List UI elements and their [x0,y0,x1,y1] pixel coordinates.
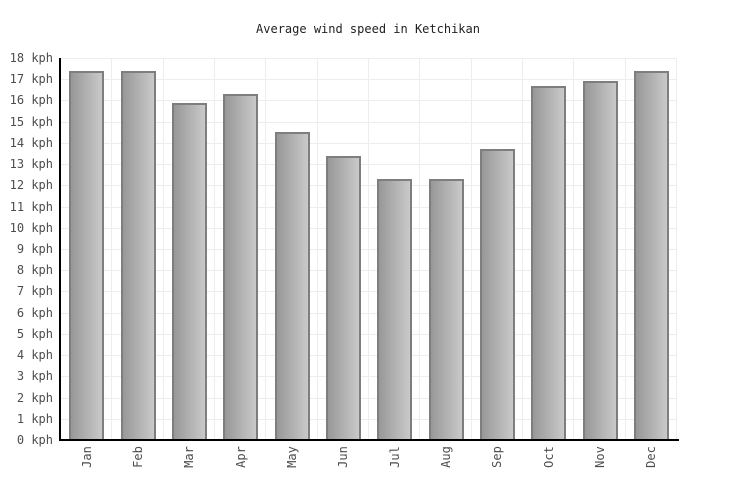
h-gridline [61,206,677,208]
x-tick-label-text: Jun [336,446,351,468]
v-gridline [624,58,626,440]
y-tick-label: 0 kph [16,433,53,447]
x-tick-label-text: Nov [593,446,607,468]
v-gridline [522,58,523,440]
x-tick-label-text: Dec [644,446,659,468]
v-gridline [470,58,472,440]
bar [274,132,310,440]
x-tick-label-text: Oct [541,446,556,468]
y-tick-label: 12 kph [9,178,53,193]
v-gridline [214,58,215,440]
bar [69,70,105,440]
bar [428,178,464,440]
y-tick-label: 9 kph [16,242,53,256]
h-gridline [61,227,677,229]
bar [531,85,567,440]
y-tick-label: 16 kph [9,93,53,108]
h-gridline [61,376,677,378]
y-tick-label: 7 kph [16,284,53,299]
x-tick-label-text: Apr [233,446,248,468]
bar [479,149,515,440]
h-gridline [61,312,677,314]
x-tick-label-text: May [285,446,299,468]
y-tick-label: 18 kph [9,51,53,65]
h-gridline [61,164,677,166]
chart-title: Average wind speed in Ketchikan [256,22,480,36]
v-gridline [676,58,677,440]
y-tick-label: 6 kph [16,305,53,320]
y-tick-label: 13 kph [9,157,53,172]
h-gridline [61,121,677,123]
x-tick-label-text: Jan [79,446,94,468]
x-axis-line [59,439,679,441]
x-tick-label: Dec [621,444,681,470]
h-gridline [61,291,677,293]
y-tick-label: 5 kph [16,326,53,341]
bar [223,94,259,440]
v-gridline [573,58,575,440]
h-gridline [61,355,677,357]
h-gridline [61,397,677,399]
y-tick-label: 1 kph [16,411,53,426]
h-gridline [61,418,677,420]
h-gridline [61,58,677,59]
v-gridline [419,58,421,440]
y-tick-label: 14 kph [9,135,53,150]
x-tick-label-text: Mar [182,446,197,468]
x-tick-label-text: Jul [387,446,402,468]
h-gridline [61,270,677,272]
x-tick-label-text: Feb [131,446,145,468]
y-tick-label: 3 kph [16,369,53,384]
bar [325,155,361,440]
y-tick-label: 4 kph [16,348,53,363]
h-gridline [61,100,677,102]
bar [171,102,207,440]
h-gridline [61,185,677,187]
x-tick-label-text: Sep [490,446,505,468]
y-tick-label: 17 kph [9,72,53,87]
plot-area [61,58,677,440]
x-tick-label-text: Aug [439,446,453,468]
bar [120,70,156,440]
h-gridline [61,333,677,335]
bar [633,70,669,440]
h-gridline [61,79,677,81]
y-tick-label: 11 kph [9,199,53,214]
h-gridline [61,142,677,144]
y-tick-label: 15 kph [9,114,53,129]
v-gridline [111,58,113,440]
bar [582,81,618,440]
bar [377,178,413,440]
v-gridline [368,58,369,440]
y-tick-label: 8 kph [16,263,53,278]
h-gridline [61,249,677,250]
y-tick-label: 2 kph [16,390,53,405]
y-axis-line [59,58,61,441]
v-gridline [162,58,164,440]
v-gridline [316,58,318,440]
y-tick-label: 10 kph [9,220,53,235]
v-gridline [265,58,267,440]
